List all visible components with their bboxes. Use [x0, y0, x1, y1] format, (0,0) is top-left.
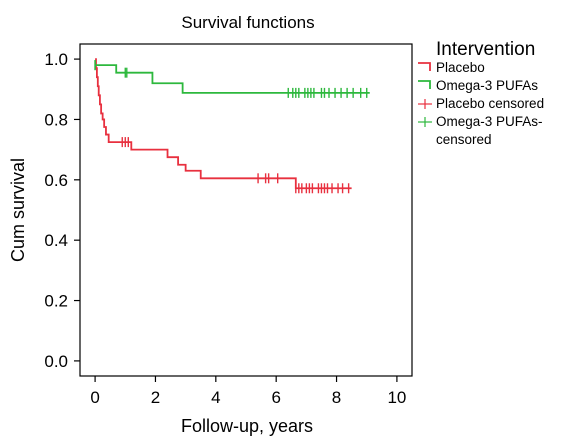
- legend-label: Omega-3 PUFAs: [436, 78, 538, 93]
- legend-entry: Omega-3 PUFAs-censored: [418, 114, 543, 147]
- x-axis-label: Follow-up, years: [181, 416, 313, 436]
- series-step-line: [95, 58, 352, 190]
- y-tick-label: 0.0: [44, 352, 68, 371]
- y-axis-label: Cum survival: [8, 158, 28, 262]
- plot-frame: [79, 43, 413, 377]
- x-tick-label: 4: [211, 388, 220, 407]
- series-step-line: [95, 64, 370, 94]
- y-tick-label: 0.8: [44, 110, 68, 129]
- legend-label: Placebo: [436, 60, 485, 75]
- legend-label: Omega-3 PUFAs-: [436, 114, 543, 129]
- legend-entry: Placebo: [418, 60, 485, 75]
- x-tick-label: 6: [271, 388, 280, 407]
- legend-step-swatch: [418, 80, 431, 89]
- series-omega3: [94, 60, 370, 98]
- legend-title: Intervention: [436, 39, 535, 60]
- x-tick-label: 2: [151, 388, 160, 407]
- chart-title: Survival functions: [181, 13, 314, 32]
- x-tick-label: 10: [387, 388, 406, 407]
- legend-entry: Omega-3 PUFAs: [418, 78, 538, 93]
- legend: Intervention Placebo Omega-3 PUFAs Placebo…: [418, 39, 544, 147]
- legend-label: Placebo censored: [436, 96, 544, 111]
- axes: 0 2 4 6 8 10 0.0 0.2 0.4 0.6 0.8 1.0: [44, 43, 413, 407]
- y-tick-label: 0.2: [44, 292, 68, 311]
- series-placebo: [95, 58, 352, 194]
- x-tick-label: 0: [90, 388, 99, 407]
- series-layer: [94, 58, 370, 194]
- legend-step-swatch: [418, 62, 431, 71]
- y-tick-label: 0.6: [44, 171, 68, 190]
- legend-entry: Placebo censored: [418, 96, 544, 111]
- legend-label: censored: [436, 132, 492, 147]
- x-tick-label: 8: [332, 388, 341, 407]
- y-tick-label: 1.0: [44, 50, 68, 69]
- y-tick-label: 0.4: [44, 231, 68, 250]
